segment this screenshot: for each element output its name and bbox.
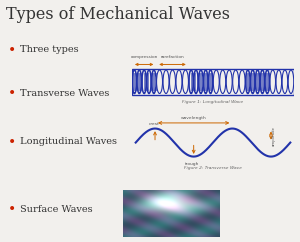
Text: Longitudinal Waves: Longitudinal Waves bbox=[20, 137, 116, 146]
Text: amplitude: amplitude bbox=[272, 126, 276, 146]
Text: Types of Mechanical Waves: Types of Mechanical Waves bbox=[6, 6, 230, 23]
Text: trough: trough bbox=[185, 162, 200, 166]
Text: rarefaction: rarefaction bbox=[160, 55, 184, 59]
Text: compression: compression bbox=[130, 55, 158, 59]
Text: Surface Waves: Surface Waves bbox=[20, 205, 92, 214]
Text: Transverse Waves: Transverse Waves bbox=[20, 89, 109, 98]
Text: •: • bbox=[8, 135, 16, 149]
Text: Figure 1: Longitudinal Wave: Figure 1: Longitudinal Wave bbox=[182, 100, 244, 104]
Text: crest: crest bbox=[149, 122, 160, 126]
Text: wavelength: wavelength bbox=[181, 116, 206, 120]
Text: •: • bbox=[8, 202, 16, 216]
Text: •: • bbox=[8, 43, 16, 57]
Text: Figure 2: Transverse Wave: Figure 2: Transverse Wave bbox=[184, 166, 242, 169]
Text: •: • bbox=[8, 86, 16, 100]
Bar bbox=[132, 69, 294, 95]
Text: Three types: Three types bbox=[20, 45, 78, 54]
